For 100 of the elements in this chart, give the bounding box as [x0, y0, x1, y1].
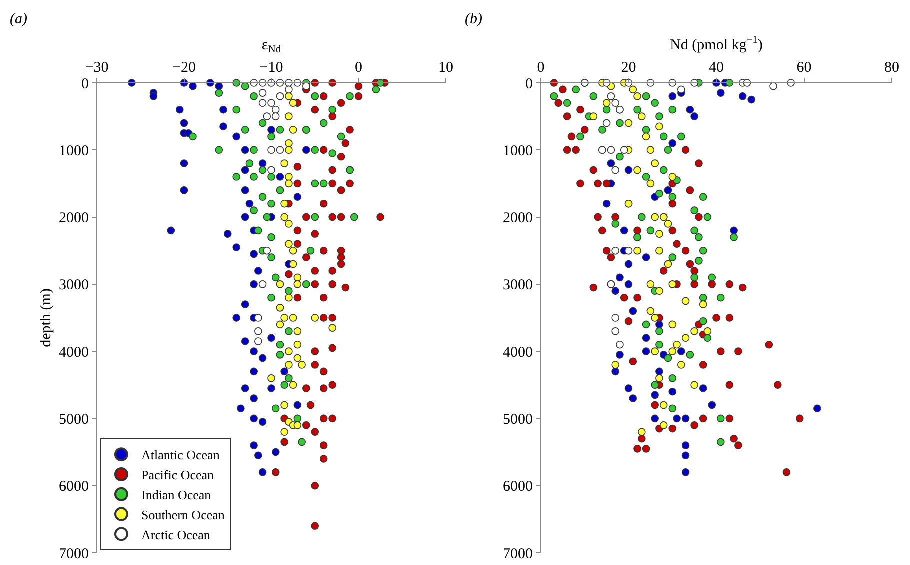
point [294, 280, 302, 288]
point [624, 246, 633, 255]
point [276, 304, 284, 312]
y-axis-title: depth (m) [38, 288, 54, 348]
point [656, 230, 664, 238]
point [629, 307, 638, 316]
point [258, 119, 267, 128]
point [704, 328, 712, 336]
point [612, 99, 620, 108]
point [646, 307, 655, 316]
point [682, 297, 690, 306]
point [372, 86, 380, 94]
point [656, 190, 664, 198]
point [241, 384, 250, 392]
point [268, 146, 276, 154]
point [250, 250, 258, 258]
point [664, 220, 672, 228]
point [258, 193, 267, 202]
point [289, 314, 298, 322]
point [328, 324, 336, 332]
point [263, 246, 272, 255]
point [668, 404, 677, 413]
point [624, 166, 633, 174]
point [268, 200, 276, 208]
point [682, 414, 690, 423]
point [285, 240, 293, 248]
point [668, 193, 677, 202]
point [651, 381, 659, 390]
point [642, 254, 650, 262]
y-tick-label: 2000 [59, 210, 89, 227]
point [254, 338, 262, 346]
point [272, 274, 280, 282]
point [651, 348, 659, 356]
point [690, 226, 698, 235]
point [150, 92, 158, 100]
point [668, 254, 677, 262]
point [695, 257, 703, 265]
point [668, 388, 677, 396]
y-tick-label: 0 [82, 76, 89, 92]
point [250, 442, 258, 450]
point [607, 92, 616, 100]
chart-title: (a) [10, 11, 28, 28]
y-tick-label: 1000 [59, 143, 89, 160]
point [624, 260, 633, 268]
point [285, 287, 293, 296]
point [634, 92, 642, 100]
point [616, 152, 624, 161]
point [241, 186, 250, 194]
point [250, 173, 258, 181]
point [254, 226, 262, 235]
point [699, 300, 708, 308]
point [668, 140, 677, 148]
point [272, 404, 280, 413]
point [629, 394, 638, 402]
point [346, 92, 354, 100]
point [276, 186, 284, 194]
point [642, 348, 650, 356]
point [280, 401, 288, 410]
point [289, 246, 298, 255]
point [280, 428, 288, 436]
point [656, 287, 664, 296]
point [646, 180, 655, 188]
point [668, 374, 677, 382]
point [276, 280, 284, 288]
point [232, 106, 240, 114]
point [716, 294, 725, 302]
point [651, 213, 659, 222]
legend-label: Southern Ocean [141, 507, 226, 522]
point [276, 146, 284, 154]
point [620, 146, 628, 154]
point [708, 274, 716, 282]
point [280, 368, 288, 376]
point [651, 160, 659, 168]
point [276, 340, 284, 349]
x-tick-label: 10 [438, 60, 454, 76]
point [668, 348, 677, 356]
point [306, 246, 315, 255]
point [576, 132, 584, 141]
point [285, 180, 293, 188]
x-tick-label: −30 [85, 60, 109, 76]
point [215, 89, 224, 97]
point [180, 119, 188, 128]
point [678, 86, 686, 94]
point [642, 320, 650, 329]
point [602, 99, 611, 108]
point [646, 226, 655, 235]
point [246, 200, 254, 208]
point [624, 119, 633, 128]
point [320, 180, 328, 188]
point [612, 361, 620, 369]
point [258, 166, 267, 174]
point [280, 200, 288, 208]
point [220, 122, 228, 131]
x-tick-label: 80 [884, 60, 900, 76]
point [656, 112, 664, 120]
point [616, 340, 624, 349]
point [690, 206, 698, 214]
point [285, 146, 293, 154]
point [716, 89, 725, 97]
point [258, 354, 267, 362]
